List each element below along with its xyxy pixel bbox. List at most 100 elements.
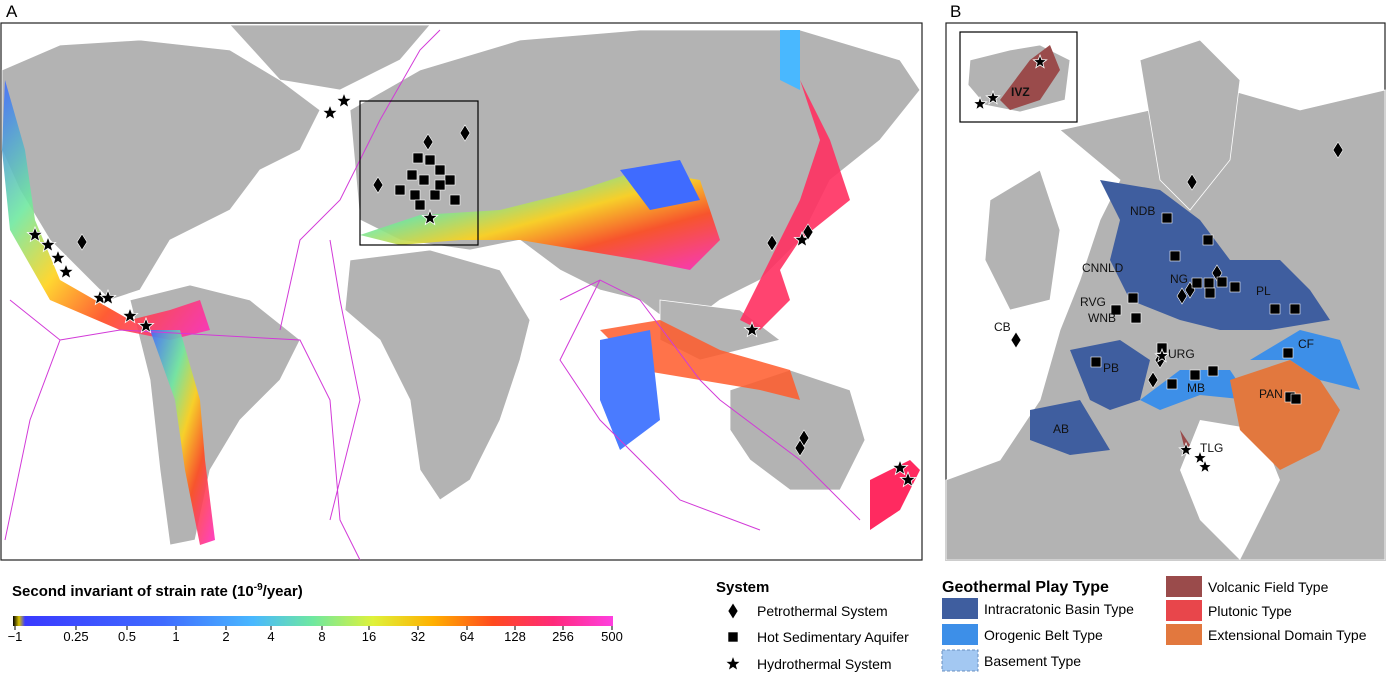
diamond-marker [766, 234, 778, 252]
star-marker [99, 288, 117, 306]
star-marker [137, 316, 155, 334]
diamond-marker [459, 124, 471, 142]
star-marker [985, 89, 1001, 105]
square-marker [1229, 281, 1241, 293]
square-marker [1269, 303, 1281, 315]
region-label: PL [1256, 284, 1271, 298]
square-marker [434, 179, 446, 191]
square-marker [1290, 393, 1302, 405]
star-marker [1154, 347, 1170, 363]
square-marker [434, 164, 446, 176]
diamond-marker [76, 233, 88, 251]
diamond-marker [1010, 331, 1022, 349]
star-marker [57, 262, 75, 280]
square-marker [1161, 212, 1173, 224]
region-label: NDB [1130, 204, 1155, 218]
legend-label: Extensional Domain Type [1208, 627, 1367, 643]
square-marker [727, 631, 739, 643]
colorbar-tick-label: 16 [362, 629, 376, 644]
star-marker [321, 103, 339, 121]
star-marker [1192, 449, 1208, 465]
square-marker [424, 154, 436, 166]
square-marker [414, 199, 426, 211]
square-marker [394, 184, 406, 196]
region-label: TLG [1200, 441, 1223, 455]
square-marker [418, 174, 430, 186]
colorbar-tick-label: 128 [504, 629, 526, 644]
square-marker [1289, 303, 1301, 315]
star-marker [899, 470, 917, 488]
diamond-marker [802, 223, 814, 241]
region-label: NG [1170, 272, 1188, 286]
star-marker [49, 248, 67, 266]
colorbar-tick-label: 8 [318, 629, 325, 644]
square-marker [449, 194, 461, 206]
star-marker [335, 91, 353, 109]
legend-title: System [716, 579, 769, 596]
square-marker [1191, 277, 1203, 289]
diamond-marker [727, 602, 739, 620]
region-label: AB [1053, 422, 1069, 436]
region-label: CB [994, 320, 1011, 334]
square-marker [1110, 304, 1122, 316]
square-marker [1189, 369, 1201, 381]
legend-label: Orogenic Belt Type [984, 627, 1103, 643]
diamond-marker [372, 176, 384, 194]
colorbar-tick-label: −1 [8, 629, 23, 644]
diamond-marker [422, 133, 434, 151]
panel-label: A [6, 2, 18, 21]
square-marker [1203, 277, 1215, 289]
colorbar-tick-label: 0.5 [118, 629, 136, 644]
square-marker [412, 152, 424, 164]
legend-swatch [1166, 600, 1202, 621]
square-marker [1166, 378, 1178, 390]
colorbar-tick-label: 2 [222, 629, 229, 644]
colorbar-tick-label: 4 [267, 629, 274, 644]
legend-label: Intracratonic Basin Type [984, 601, 1134, 617]
square-marker [1127, 292, 1139, 304]
legend-label: Hot Sedimentary Aquifer [757, 629, 909, 645]
square-marker [444, 174, 456, 186]
diamond-marker [798, 429, 810, 447]
legend-label: Petrothermal System [757, 603, 888, 619]
world-map [0, 22, 923, 561]
star-marker [1178, 441, 1194, 457]
legend-label: Hydrothermal System [757, 656, 892, 672]
region-label: MB [1187, 381, 1205, 395]
star-marker [39, 235, 57, 253]
diamond-marker [1332, 141, 1344, 159]
legend-swatch [1166, 576, 1202, 597]
legend-label: Volcanic Field Type [1208, 579, 1329, 595]
legend-swatch [942, 598, 978, 619]
legend-swatch [1166, 624, 1202, 645]
region-label: URG [1168, 347, 1195, 361]
region-label: RVG [1080, 295, 1106, 309]
square-marker [409, 189, 421, 201]
square-marker [1169, 250, 1181, 262]
star-marker [421, 208, 439, 226]
diamond-marker [1147, 371, 1159, 389]
star-marker [1032, 53, 1048, 69]
star-marker [26, 225, 44, 243]
square-marker [1202, 234, 1214, 246]
square-marker [1130, 312, 1142, 324]
square-marker [429, 189, 441, 201]
europe-map: NDB CNNLD NG PL RVG WNB CB PB URG CF MB PAN AB TLG IVZ [945, 22, 1386, 561]
colorbar-tick-label: 500 [601, 629, 623, 644]
region-label: CNNLD [1082, 261, 1124, 275]
star-marker [724, 654, 742, 672]
star-marker [972, 95, 988, 111]
square-marker [406, 169, 418, 181]
region-label: PAN [1259, 387, 1283, 401]
star-marker [1197, 458, 1213, 474]
legend-swatch [942, 624, 978, 645]
colorbar-title: Second invariant of strain rate (10-9/ye… [12, 582, 303, 600]
panel-label: B [950, 2, 961, 21]
legend-label: Basement Type [984, 653, 1081, 669]
square-marker [1282, 347, 1294, 359]
colorbar-tick-label: 1 [172, 629, 179, 644]
diamond-marker [1176, 287, 1188, 305]
diamond-marker [1186, 173, 1198, 191]
square-marker [1090, 356, 1102, 368]
